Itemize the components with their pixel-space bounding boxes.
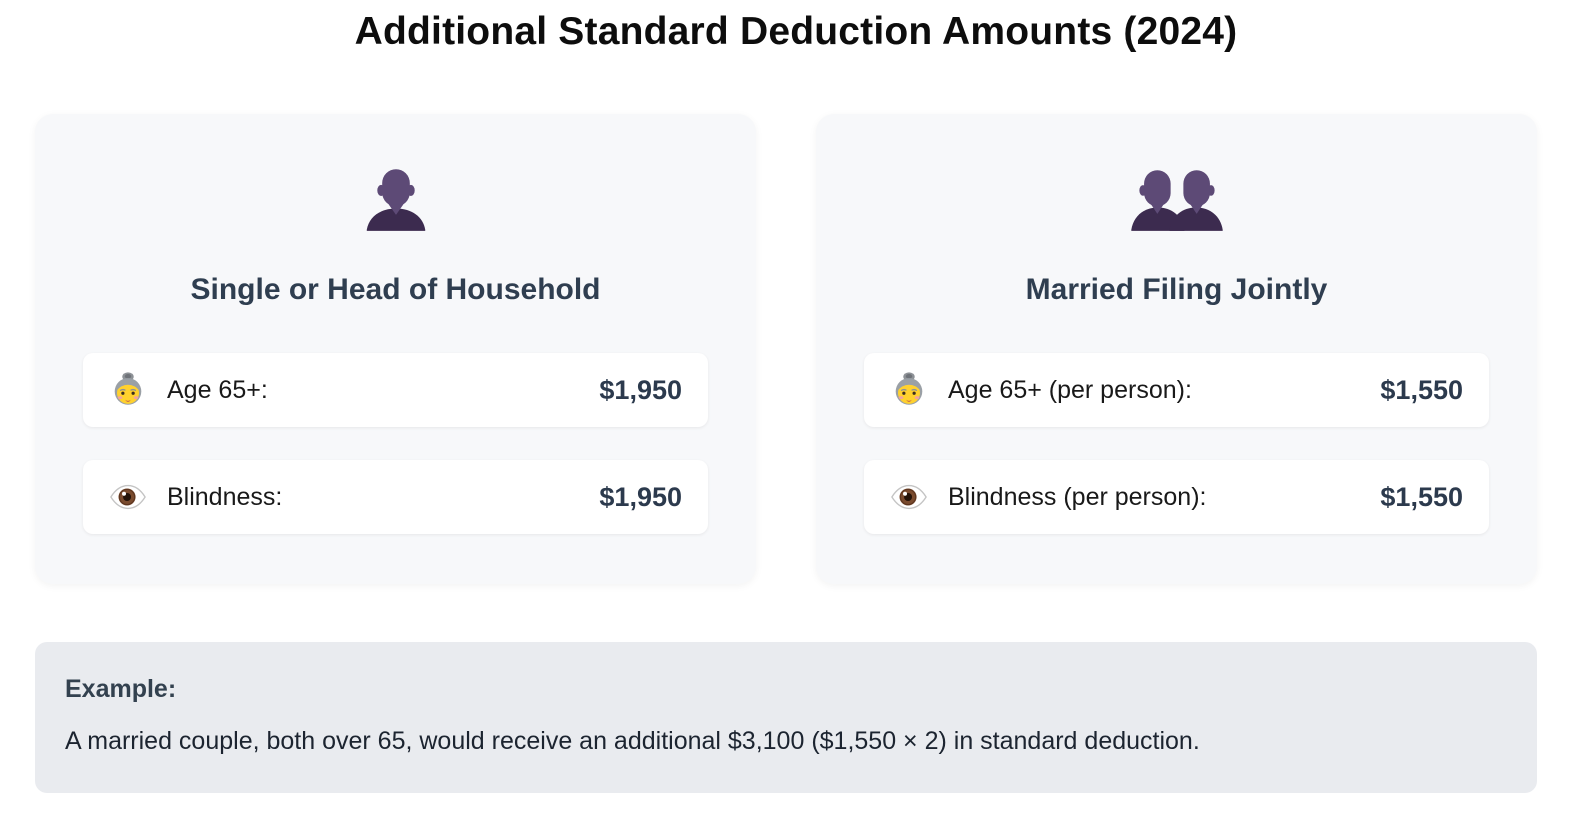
deduction-row-blindness: Blindness: $1,950 (83, 460, 708, 534)
deduction-row-age65: Age 65+: $1,950 (83, 353, 708, 427)
person-silhouette-icon (362, 166, 430, 234)
card-married-filing-jointly: Married Filing Jointly A (816, 114, 1537, 584)
deduction-row-value: $1,950 (599, 374, 682, 405)
deduction-row-age65: Age 65+ (per person): $1,550 (864, 353, 1489, 427)
deduction-row-value: $1,550 (1380, 374, 1463, 405)
card-title: Single or Head of Household (190, 273, 601, 306)
deduction-row-value: $1,950 (599, 481, 682, 512)
eye-icon (109, 478, 147, 516)
deduction-row-label: Age 65+: (167, 375, 268, 404)
deduction-row-label: Blindness (per person): (948, 482, 1207, 511)
two-people-silhouette-icon (1126, 166, 1228, 234)
deduction-row-blindness: Blindness (per person): $1,550 (864, 460, 1489, 534)
deduction-row-value: $1,550 (1380, 481, 1463, 512)
card-title: Married Filing Jointly (1025, 273, 1328, 306)
cards-container: Single or Head of Household (35, 114, 1537, 584)
eye-icon (890, 478, 928, 516)
page-title: Additional Standard Deduction Amounts (2… (354, 10, 1238, 53)
old-woman-icon (890, 371, 928, 409)
old-woman-icon (109, 371, 147, 409)
card-single-or-hoh: Single or Head of Household (35, 114, 756, 584)
example-heading: Example: (65, 675, 177, 703)
deduction-row-label: Age 65+ (per person): (948, 375, 1192, 404)
example-text: A married couple, both over 65, would re… (65, 727, 1200, 755)
example-box: Example: A married couple, both over 65,… (35, 642, 1537, 793)
deduction-row-label: Blindness: (167, 482, 283, 511)
